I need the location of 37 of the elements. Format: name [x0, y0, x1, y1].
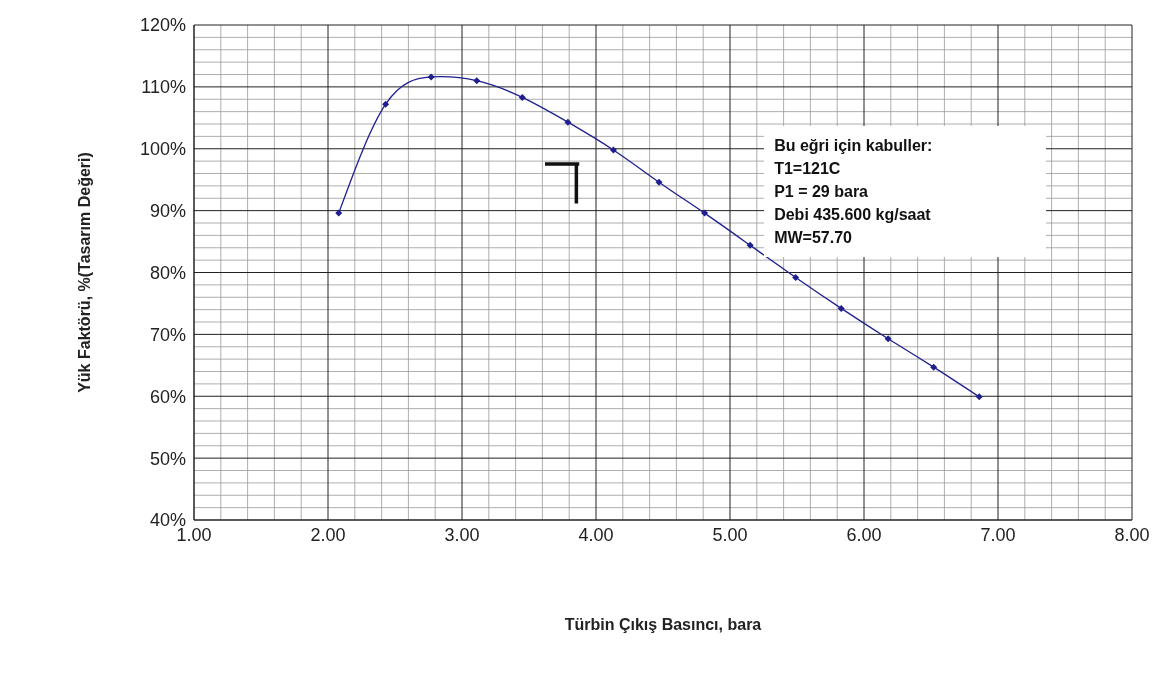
- x-tick-label: 5.00: [712, 524, 748, 545]
- y-tick-label: 90%: [149, 201, 186, 222]
- x-tick-label: 8.00: [1114, 524, 1150, 545]
- x-tick-label: 6.00: [846, 524, 882, 545]
- point: [655, 178, 663, 186]
- y-tick-label: 110%: [141, 77, 186, 98]
- point: [837, 304, 845, 312]
- point: [609, 146, 617, 154]
- point: [518, 93, 526, 101]
- annotation: Bu eğri için kabuller:: [774, 135, 934, 156]
- annotation: P1 = 29 bara: [774, 181, 869, 202]
- x-tick-label: 3.00: [444, 524, 480, 545]
- point: [382, 100, 390, 108]
- annotation: Debi 435.600 kg/saat: [774, 204, 932, 225]
- point: [427, 73, 435, 81]
- y-tick-label: 120%: [139, 15, 186, 36]
- y-tick-label: 100%: [139, 139, 186, 160]
- point: [335, 209, 343, 217]
- point: [564, 118, 572, 126]
- x-tick-label: 4.00: [578, 524, 614, 545]
- y-tick-label: 70%: [149, 324, 186, 345]
- point: [746, 241, 754, 249]
- x-tick-label: 7.00: [980, 524, 1016, 545]
- x-axis-title: Türbin Çıkış Basıncı, bara: [564, 616, 762, 633]
- y-tick-label: 80%: [149, 262, 186, 283]
- annotation: MW=57.70: [774, 227, 853, 248]
- y-axis-title: Yük Faktörü, %(Tasarım Değeri): [75, 152, 93, 393]
- y-tick-label: 50%: [149, 448, 186, 469]
- point: [473, 77, 481, 85]
- y-tick-label: 60%: [149, 386, 186, 407]
- point: [884, 335, 892, 343]
- point: [975, 393, 983, 401]
- point: [930, 363, 938, 371]
- x-tick-label: 2.00: [310, 524, 346, 545]
- point: [792, 273, 800, 281]
- point: [701, 209, 709, 217]
- annotation: T1=121C: [774, 158, 842, 179]
